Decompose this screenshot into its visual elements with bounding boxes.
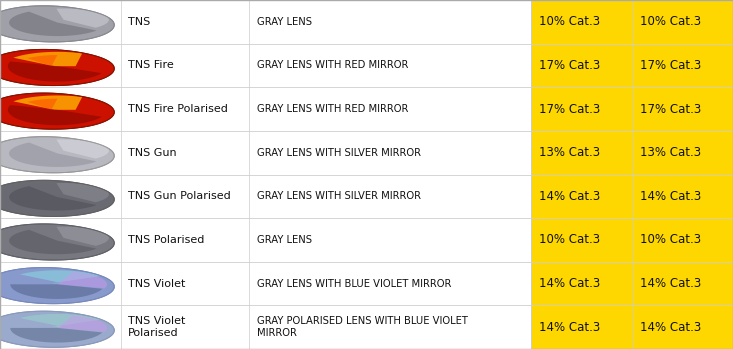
PathPatch shape	[56, 139, 108, 158]
PathPatch shape	[0, 180, 114, 216]
PathPatch shape	[0, 268, 114, 304]
Text: GRAY LENS WITH RED MIRROR: GRAY LENS WITH RED MIRROR	[257, 60, 408, 70]
PathPatch shape	[0, 311, 114, 347]
PathPatch shape	[0, 50, 114, 86]
Bar	[0, 44, 531, 87]
PathPatch shape	[56, 183, 108, 202]
PathPatch shape	[20, 314, 100, 327]
Bar	[531, 87, 733, 131]
Text: 10% Cat.3: 10% Cat.3	[539, 233, 600, 246]
Text: 14% Cat.3: 14% Cat.3	[539, 321, 600, 334]
Text: TNS Violet: TNS Violet	[128, 279, 185, 289]
Text: TNS: TNS	[128, 17, 150, 27]
Bar	[0, 174, 531, 218]
Text: 14% Cat.3: 14% Cat.3	[640, 190, 701, 203]
Bar	[531, 174, 733, 218]
Bar	[531, 0, 733, 44]
Text: TNS Violet
Polarised: TNS Violet Polarised	[128, 316, 185, 339]
PathPatch shape	[0, 93, 114, 129]
Text: GRAY LENS WITH RED MIRROR: GRAY LENS WITH RED MIRROR	[257, 104, 408, 114]
PathPatch shape	[0, 6, 114, 42]
Bar	[0, 0, 531, 44]
PathPatch shape	[28, 99, 57, 110]
PathPatch shape	[0, 224, 114, 260]
Text: TNS Gun Polarised: TNS Gun Polarised	[128, 191, 231, 201]
Bar	[531, 44, 733, 87]
PathPatch shape	[9, 12, 97, 36]
Text: 17% Cat.3: 17% Cat.3	[640, 59, 701, 72]
Bar	[531, 305, 733, 349]
Bar	[531, 262, 733, 305]
PathPatch shape	[0, 137, 114, 173]
Text: 10% Cat.3: 10% Cat.3	[640, 233, 701, 246]
Text: TNS Fire: TNS Fire	[128, 60, 174, 70]
Text: 13% Cat.3: 13% Cat.3	[539, 146, 600, 159]
PathPatch shape	[13, 52, 82, 66]
Bar	[0, 305, 531, 349]
Text: 10% Cat.3: 10% Cat.3	[539, 15, 600, 28]
Text: GRAY POLARISED LENS WITH BLUE VIOLET
MIRROR: GRAY POLARISED LENS WITH BLUE VIOLET MIR…	[257, 316, 468, 339]
PathPatch shape	[13, 96, 82, 110]
PathPatch shape	[57, 315, 107, 332]
Text: GRAY LENS: GRAY LENS	[257, 17, 312, 27]
Text: 17% Cat.3: 17% Cat.3	[539, 59, 600, 72]
PathPatch shape	[8, 61, 102, 82]
Bar	[0, 218, 531, 262]
PathPatch shape	[9, 186, 97, 210]
PathPatch shape	[9, 230, 97, 254]
Text: GRAY LENS WITH BLUE VIOLET MIRROR: GRAY LENS WITH BLUE VIOLET MIRROR	[257, 279, 451, 289]
Text: GRAY LENS WITH SILVER MIRROR: GRAY LENS WITH SILVER MIRROR	[257, 191, 421, 201]
PathPatch shape	[9, 142, 97, 167]
Text: 14% Cat.3: 14% Cat.3	[539, 277, 600, 290]
Text: 14% Cat.3: 14% Cat.3	[640, 321, 701, 334]
PathPatch shape	[20, 270, 100, 283]
Text: 14% Cat.3: 14% Cat.3	[539, 190, 600, 203]
Bar	[531, 131, 733, 174]
PathPatch shape	[8, 105, 102, 125]
Text: 17% Cat.3: 17% Cat.3	[640, 103, 701, 116]
PathPatch shape	[57, 272, 107, 288]
Bar	[0, 131, 531, 174]
PathPatch shape	[10, 328, 103, 343]
Text: 13% Cat.3: 13% Cat.3	[640, 146, 701, 159]
Text: 17% Cat.3: 17% Cat.3	[539, 103, 600, 116]
Bar	[531, 218, 733, 262]
Text: TNS Polarised: TNS Polarised	[128, 235, 205, 245]
PathPatch shape	[56, 8, 108, 28]
PathPatch shape	[56, 227, 108, 246]
Text: 10% Cat.3: 10% Cat.3	[640, 15, 701, 28]
Text: GRAY LENS: GRAY LENS	[257, 235, 312, 245]
Text: TNS Fire Polarised: TNS Fire Polarised	[128, 104, 228, 114]
Text: GRAY LENS WITH SILVER MIRROR: GRAY LENS WITH SILVER MIRROR	[257, 148, 421, 158]
Bar	[0, 262, 531, 305]
PathPatch shape	[10, 284, 103, 299]
Text: 14% Cat.3: 14% Cat.3	[640, 277, 701, 290]
Bar	[0, 87, 531, 131]
Text: TNS Gun: TNS Gun	[128, 148, 177, 158]
PathPatch shape	[28, 55, 57, 66]
